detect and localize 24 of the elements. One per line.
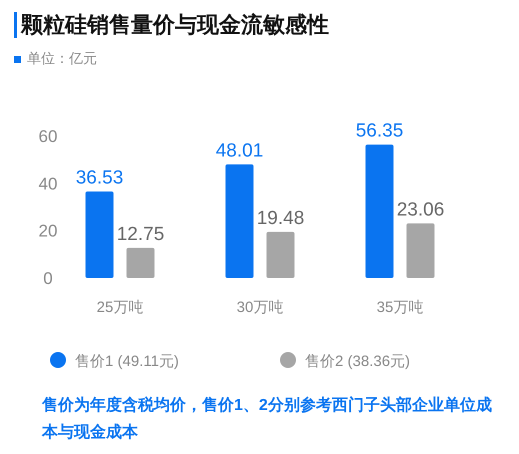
chart-subtitle: 单位：亿元 <box>26 50 97 68</box>
chart-title: 颗粒硅销售量价与现金流敏感性 <box>14 12 329 38</box>
x-tick-label: 25万吨 <box>96 299 144 316</box>
data-label: 12.75 <box>116 224 164 245</box>
bar <box>366 144 394 278</box>
x-tick-label: 30万吨 <box>236 299 284 316</box>
data-label: 48.01 <box>216 140 264 162</box>
data-label: 36.53 <box>76 168 124 189</box>
data-label: 23.06 <box>396 199 444 220</box>
bar <box>226 164 254 278</box>
y-tick-label: 60 <box>38 127 58 146</box>
bar <box>266 232 294 278</box>
y-tick-label: 0 <box>43 269 53 288</box>
bar <box>126 248 154 278</box>
bar <box>86 192 114 278</box>
legend-label: 售价1 (49.11元) <box>75 353 179 370</box>
y-tick-label: 40 <box>38 174 58 194</box>
text: 售价为年度含税均价，售价1、2分别参考西门子头部企业单位成本与现金成本 <box>42 395 493 443</box>
x-tick-label: 35万吨 <box>376 299 424 316</box>
data-label: 56.35 <box>356 120 404 142</box>
bar <box>406 223 434 278</box>
y-tick-label: 20 <box>38 222 58 241</box>
legend-label: 售价2 (38.36元) <box>305 353 410 370</box>
data-label: 19.48 <box>256 208 304 229</box>
